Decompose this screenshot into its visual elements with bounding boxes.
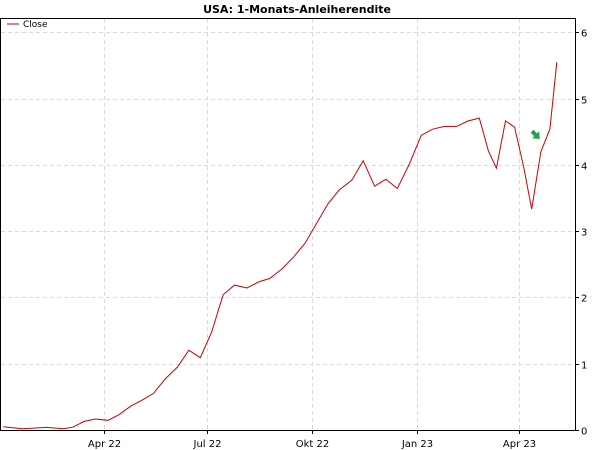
x-tick-label: Jul 22 — [193, 439, 222, 450]
legend: Close — [7, 20, 48, 30]
y-tick-label: 1 — [581, 361, 587, 372]
chart-title: USA: 1-Monats-Anleiherendite — [203, 3, 391, 16]
grid — [1, 19, 575, 430]
legend-label-close: Close — [23, 20, 48, 30]
annotation-layer — [530, 129, 540, 139]
y-tick-label: 5 — [581, 96, 587, 107]
y-tick-label: 2 — [581, 294, 587, 305]
series-line-close — [3, 62, 558, 430]
x-tick-label: Okt 22 — [296, 439, 330, 450]
x-axis: Apr 22 Jul 22 Okt 22 Jan 23 Apr 23 — [88, 430, 536, 450]
plot-frame — [0, 18, 576, 431]
x-tick-label: Apr 22 — [88, 439, 121, 450]
y-tick-label: 0 — [581, 427, 587, 438]
annotation-arrow — [530, 129, 540, 139]
y-tick-label: 4 — [581, 162, 587, 173]
y-axis: 0 1 2 3 4 5 6 — [575, 29, 587, 438]
x-tick-label: Jan 23 — [401, 439, 433, 450]
y-tick-label: 3 — [581, 228, 587, 239]
series-layer — [3, 62, 558, 430]
y-tick-label: 6 — [581, 29, 587, 40]
x-tick-label: Apr 23 — [503, 439, 536, 450]
